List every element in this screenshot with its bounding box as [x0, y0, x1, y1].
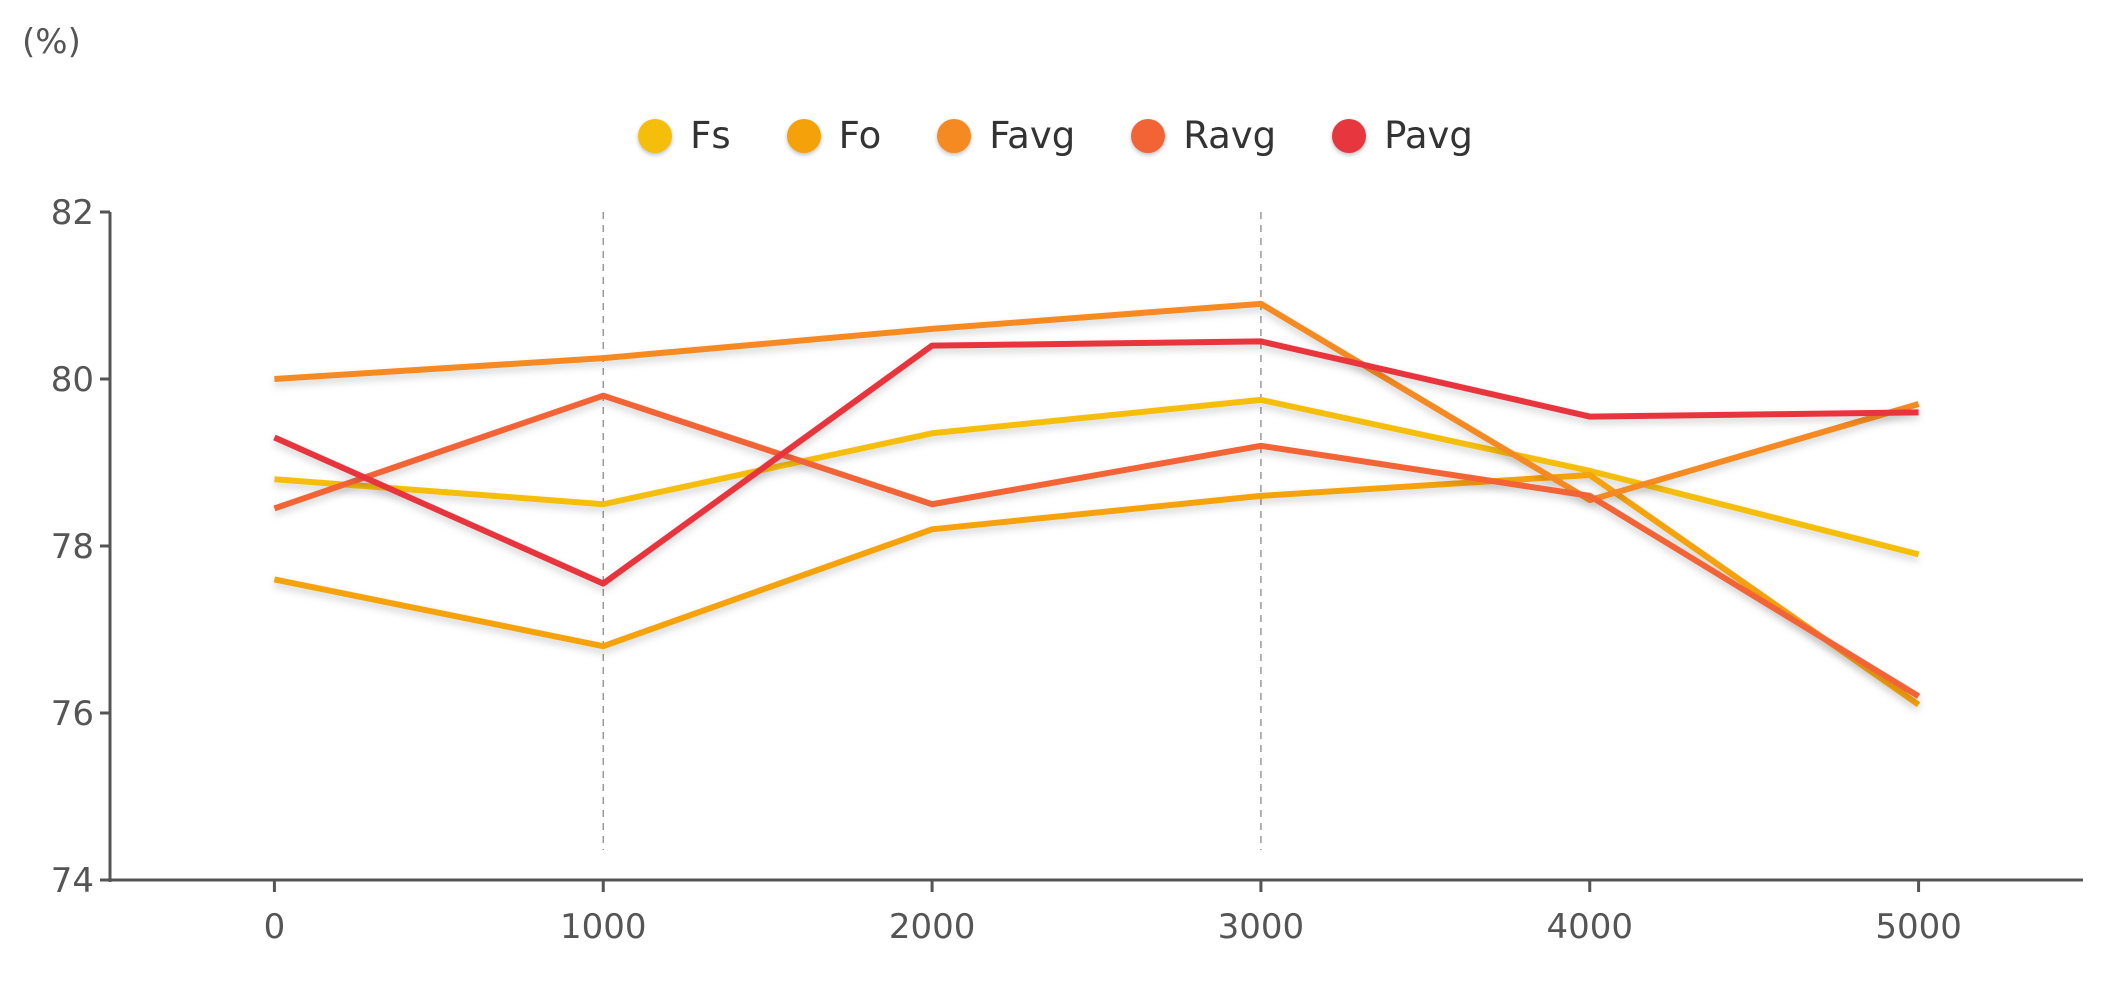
- tick-labels: 74 76 78 80 82 0 1000 2000 3000 4000 5000: [51, 193, 1962, 947]
- series-line-pavg: [273, 338, 1919, 587]
- legend-marker-icon: [1131, 118, 1166, 153]
- x-tick-label: 5000: [1875, 907, 1962, 947]
- x-tick-label: 0: [264, 907, 286, 947]
- y-tick-label: 82: [51, 193, 94, 233]
- y-tick-label: 74: [51, 861, 94, 901]
- vertical-guides: [602, 212, 1262, 850]
- series-line-ravg: [273, 392, 1921, 699]
- chart-axes: [100, 210, 2083, 892]
- legend-marker-icon: [1332, 118, 1367, 153]
- x-tick-label: 3000: [1218, 907, 1305, 947]
- y-unit-label: (%): [22, 22, 81, 62]
- series-layer: [273, 300, 1921, 708]
- legend-marker-icon: [638, 118, 673, 153]
- legend-item-pavg[interactable]: Pavg: [1332, 114, 1473, 157]
- legend-marker-icon: [937, 118, 972, 153]
- chart-legend: Fs Fo Favg Ravg Pavg: [0, 114, 2111, 157]
- legend-item-fs[interactable]: Fs: [638, 114, 731, 157]
- series-line-favg: [274, 300, 1920, 504]
- x-tick-label: 1000: [560, 907, 647, 947]
- y-tick-label: 80: [51, 360, 94, 400]
- legend-item-fo[interactable]: Fo: [786, 114, 882, 157]
- legend-label: Fs: [690, 114, 731, 157]
- series-line-fo: [273, 472, 1921, 708]
- legend-item-favg[interactable]: Favg: [937, 114, 1075, 157]
- legend-label: Fo: [838, 114, 882, 157]
- legend-label: Ravg: [1183, 114, 1277, 157]
- legend-label: Pavg: [1384, 114, 1473, 157]
- legend-item-ravg[interactable]: Ravg: [1131, 114, 1276, 157]
- y-tick-label: 76: [51, 694, 94, 734]
- x-tick-label: 4000: [1546, 907, 1633, 947]
- legend-marker-icon: [786, 118, 821, 153]
- legend-label: Favg: [989, 114, 1076, 157]
- x-tick-label: 2000: [889, 907, 976, 947]
- y-tick-label: 78: [51, 527, 94, 567]
